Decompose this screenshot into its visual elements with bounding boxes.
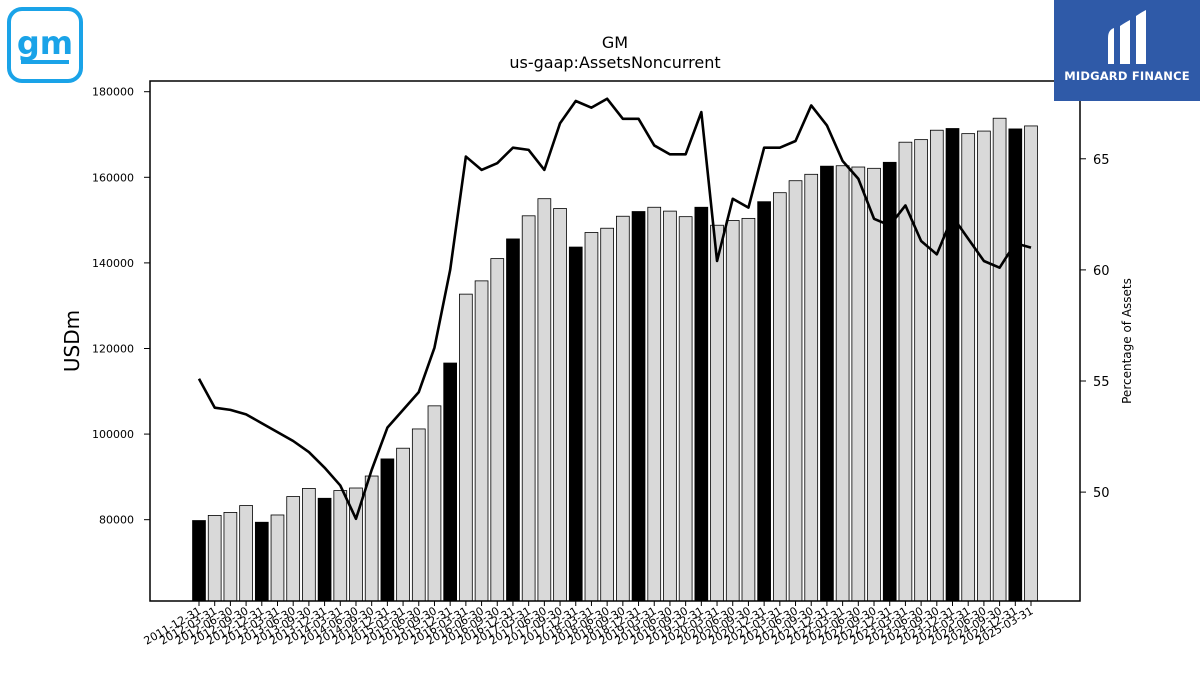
- bar: [270, 514, 285, 602]
- y2-tick-label: 65: [1093, 153, 1110, 168]
- y-tick-label: 80000: [99, 514, 134, 527]
- bar: [459, 293, 473, 602]
- bar: [961, 133, 976, 602]
- x-axis: 2011-12-312012-03-312012-06-302012-09-30…: [142, 601, 1036, 648]
- y2-tick-label: 60: [1093, 264, 1110, 279]
- bar: [992, 117, 1007, 602]
- bar: [568, 246, 583, 602]
- bar: [977, 130, 991, 602]
- bar: [506, 238, 520, 602]
- y-tick-label: 100000: [92, 428, 134, 441]
- bar: [663, 210, 677, 602]
- bar: [678, 216, 693, 602]
- bar: [694, 206, 709, 602]
- bar: [474, 280, 489, 602]
- bar: [600, 227, 614, 602]
- y2-tick-label: 50: [1093, 486, 1110, 501]
- bar: [333, 490, 348, 602]
- plot-frame: [149, 80, 1081, 602]
- y-tick-label: 120000: [92, 342, 134, 355]
- bar: [364, 475, 379, 602]
- bar: [223, 512, 238, 602]
- bar: [882, 161, 897, 602]
- bar: [521, 215, 536, 602]
- y-axis-label: USDm: [60, 310, 84, 372]
- bar: [757, 201, 771, 602]
- bar: [788, 180, 803, 602]
- bar: [239, 505, 253, 602]
- bar: [490, 258, 505, 602]
- bar: [380, 458, 395, 602]
- bar: [553, 208, 567, 602]
- bar: [584, 232, 599, 602]
- bar: [396, 447, 410, 602]
- y2-axis-label: Percentage of Assets: [1120, 278, 1134, 404]
- bar: [835, 165, 850, 602]
- midgard-finance-logo: MIDGARD FINANCE: [1054, 0, 1200, 101]
- bar: [710, 224, 724, 602]
- bar: [411, 428, 426, 602]
- bar: [1008, 128, 1023, 602]
- bar: [945, 128, 960, 602]
- gm-logo-text: gm: [17, 24, 73, 62]
- midgard-logo-icon: [1108, 10, 1146, 64]
- chart-title: GM: [602, 33, 628, 52]
- gm-logo: gm: [7, 7, 83, 83]
- bar: [867, 167, 881, 602]
- bar: [616, 215, 630, 602]
- y-tick-label: 180000: [92, 86, 134, 99]
- y-axis-left: 80000 100000 120000 140000 160000 180000: [92, 86, 150, 527]
- bar: [725, 220, 740, 602]
- bar: [820, 165, 834, 602]
- bar: [851, 166, 866, 602]
- bar: [647, 206, 662, 602]
- bar: [772, 192, 787, 602]
- bar: [804, 173, 819, 602]
- y-axis-right: 50 55 60 65: [1080, 153, 1110, 501]
- bar: [914, 139, 928, 602]
- bar: [286, 496, 301, 602]
- bar: [537, 198, 552, 602]
- y-tick-label: 160000: [92, 171, 134, 184]
- chart-subtitle: us-gaap:AssetsNoncurrent: [509, 53, 720, 72]
- line-series: [197, 97, 1032, 521]
- bar-series: [192, 117, 1038, 602]
- bar: [317, 497, 332, 602]
- y2-tick-label: 55: [1093, 375, 1110, 390]
- bar: [254, 521, 269, 602]
- series-line: [197, 97, 1032, 521]
- y-tick-label: 140000: [92, 257, 134, 270]
- midgard-logo-text: MIDGARD FINANCE: [1064, 69, 1190, 83]
- bar: [192, 520, 206, 602]
- bar: [443, 362, 458, 602]
- bar: [741, 217, 756, 602]
- bar: [1024, 125, 1038, 602]
- bar: [207, 515, 222, 602]
- bar: [302, 488, 316, 602]
- bar: [929, 129, 944, 602]
- bar: [427, 405, 442, 602]
- bar: [631, 211, 646, 602]
